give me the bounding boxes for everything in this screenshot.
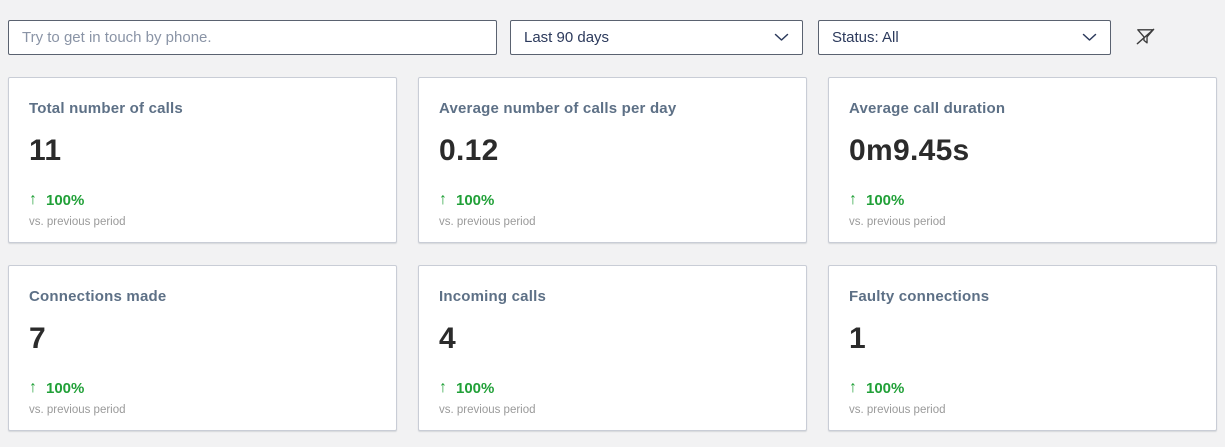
arrow-up-icon: ↑ <box>29 379 37 396</box>
arrow-up-icon: ↑ <box>849 379 857 396</box>
compare-label: vs. previous period <box>439 216 536 228</box>
card-value: 7 <box>29 322 46 355</box>
arrow-up-icon: ↑ <box>439 379 447 396</box>
stat-card-connections-made: Connections made 7 ↑ 100% vs. previous p… <box>8 265 397 431</box>
card-title: Connections made <box>29 288 167 305</box>
period-dropdown-value: Last 90 days <box>524 29 610 46</box>
stat-card-avg-call-duration: Average call duration 0m9.45s ↑ 100% vs.… <box>828 77 1217 243</box>
card-value: 0.12 <box>439 134 499 167</box>
trend-indicator: ↑ 100% <box>439 191 786 209</box>
card-value: 11 <box>29 134 62 167</box>
card-title: Average call duration <box>849 100 1006 117</box>
stats-grid: Total number of calls 11 ↑ 100% vs. prev… <box>8 77 1217 431</box>
arrow-up-icon: ↑ <box>439 191 447 208</box>
stat-card-total-calls: Total number of calls 11 ↑ 100% vs. prev… <box>8 77 397 243</box>
arrow-up-icon: ↑ <box>29 191 37 208</box>
period-dropdown[interactable]: Last 90 days <box>510 20 803 55</box>
arrow-up-icon: ↑ <box>849 191 857 208</box>
trend-indicator: ↑ 100% <box>29 379 376 397</box>
trend-indicator: ↑ 100% <box>849 379 1196 397</box>
stat-card-avg-calls-per-day: Average number of calls per day 0.12 ↑ 1… <box>418 77 807 243</box>
card-value: 4 <box>439 322 456 355</box>
compare-label: vs. previous period <box>849 216 946 228</box>
card-title: Average number of calls per day <box>439 100 677 117</box>
trend-percent: 100% <box>46 379 85 397</box>
filter-toolbar: Last 90 days Status: All <box>0 0 1225 55</box>
trend-percent: 100% <box>456 379 495 397</box>
compare-label: vs. previous period <box>439 404 536 416</box>
card-title: Incoming calls <box>439 288 546 305</box>
chevron-down-icon <box>1082 33 1097 42</box>
filter-off-icon <box>1134 25 1157 51</box>
search-input[interactable] <box>8 20 497 55</box>
stat-card-incoming-calls: Incoming calls 4 ↑ 100% vs. previous per… <box>418 265 807 431</box>
card-value: 1 <box>849 322 866 355</box>
trend-percent: 100% <box>866 191 905 209</box>
card-value: 0m9.45s <box>849 134 970 167</box>
trend-percent: 100% <box>46 191 85 209</box>
stat-card-faulty-connections: Faulty connections 1 ↑ 100% vs. previous… <box>828 265 1217 431</box>
chevron-down-icon <box>774 33 789 42</box>
trend-indicator: ↑ 100% <box>849 191 1196 209</box>
card-title: Faulty connections <box>849 288 990 305</box>
trend-indicator: ↑ 100% <box>29 191 376 209</box>
status-dropdown[interactable]: Status: All <box>818 20 1111 55</box>
trend-indicator: ↑ 100% <box>439 379 786 397</box>
trend-percent: 100% <box>866 379 905 397</box>
compare-label: vs. previous period <box>29 216 126 228</box>
trend-percent: 100% <box>456 191 495 209</box>
compare-label: vs. previous period <box>849 404 946 416</box>
card-title: Total number of calls <box>29 100 183 117</box>
compare-label: vs. previous period <box>29 404 126 416</box>
status-dropdown-value: Status: All <box>832 29 899 46</box>
clear-filters-button[interactable] <box>1130 23 1160 53</box>
